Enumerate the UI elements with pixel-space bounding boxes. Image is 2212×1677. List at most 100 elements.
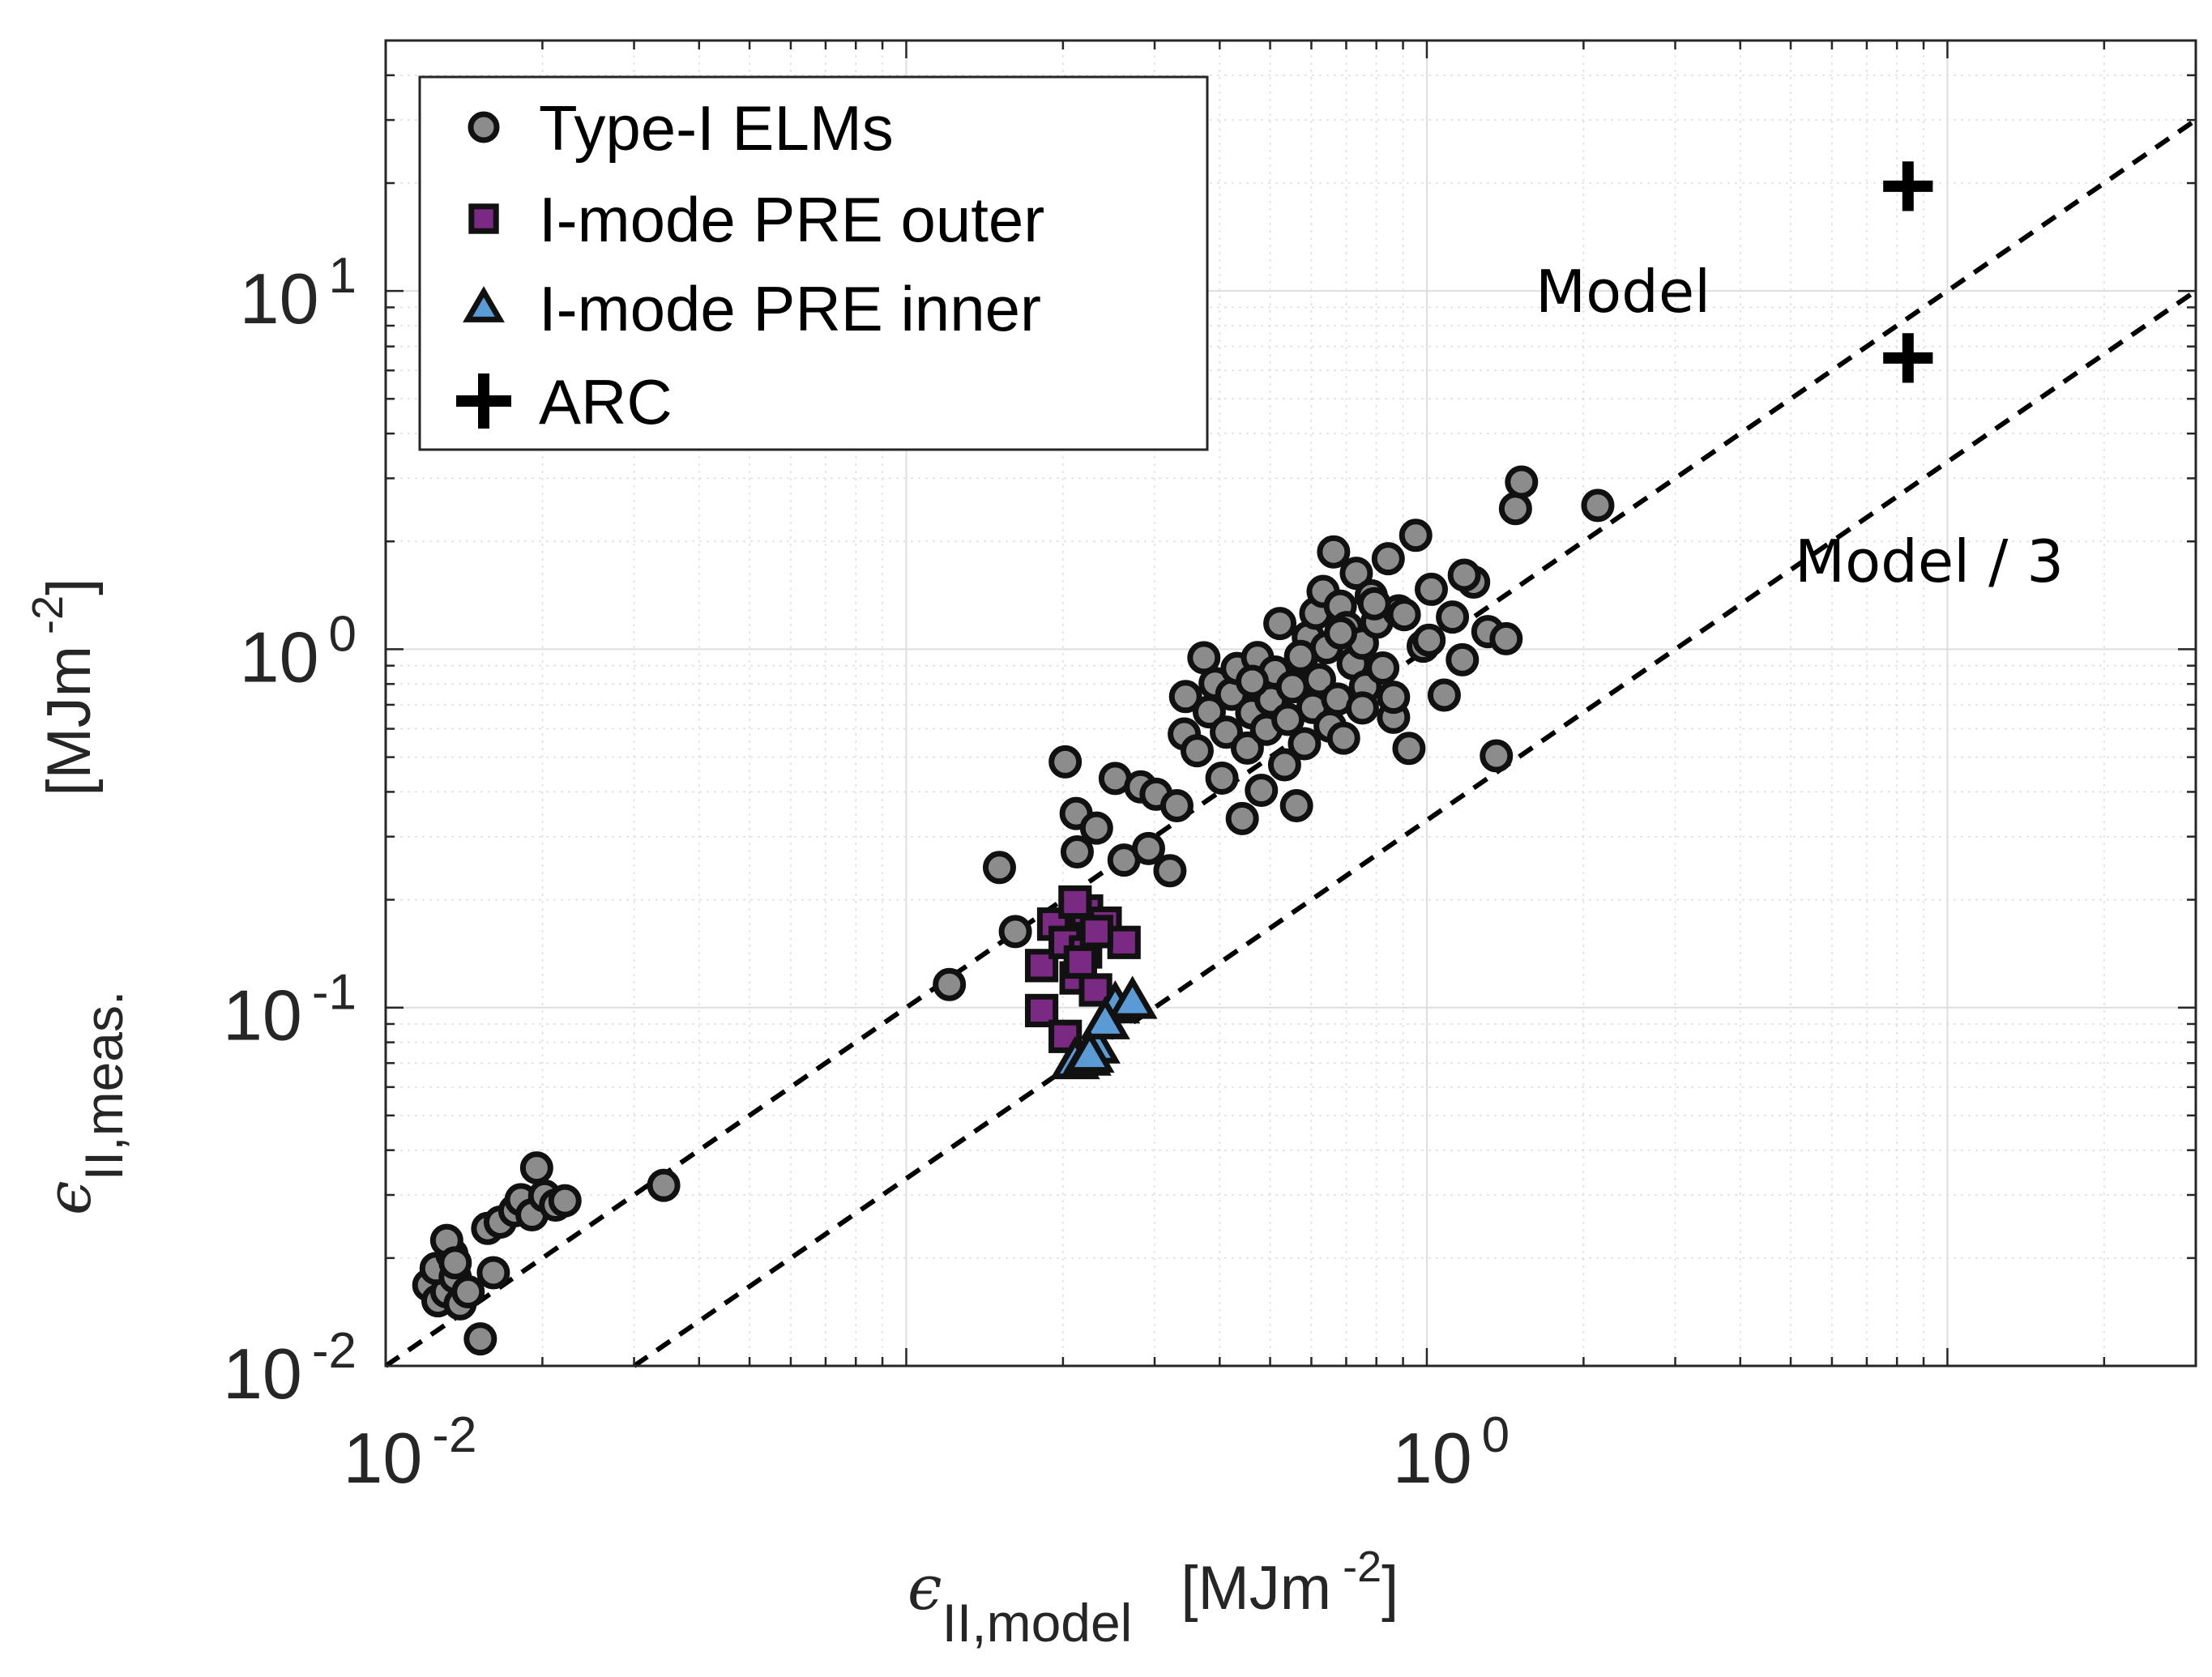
pre-outer-point (1058, 885, 1092, 920)
elm-point (1412, 623, 1446, 657)
pre-inner-point (1107, 975, 1158, 1019)
y-tick-label-exp: 0 (329, 606, 357, 662)
elm-point (438, 1246, 472, 1280)
x-axis-unit-exp: -2 (1343, 1543, 1382, 1591)
y-axis-title: ϵII,meas. [MJm -2] (23, 578, 134, 1215)
elm-point (1245, 774, 1279, 808)
x-axis-title: ϵII,model [MJm -2] (907, 1543, 1399, 1653)
legend-marker-square (468, 203, 499, 234)
x-tick-label-base: 10 (343, 1418, 422, 1498)
pre-inner-point (1080, 996, 1130, 1039)
elm-point (1205, 761, 1239, 795)
elm-point (1079, 811, 1113, 845)
axis-ticks (384, 39, 2197, 1368)
model-line (384, 117, 2197, 1368)
elm-point (1357, 587, 1391, 621)
y-tick-label-base: 10 (240, 258, 319, 339)
arc-point (1883, 333, 1933, 383)
y-tick-label-base: 10 (223, 975, 302, 1056)
elm-point (1480, 739, 1514, 773)
elm-point (1302, 663, 1336, 697)
legend-box (418, 75, 1209, 451)
y-tick-label-exp: -2 (312, 1323, 357, 1379)
tick-labels: 10 -2 10 010 -210 -110 010 1 (223, 248, 1510, 1498)
pre-outer-point (1079, 915, 1113, 949)
elm-point (1317, 535, 1351, 569)
elm-point (1581, 489, 1615, 523)
legend-label: ARC (539, 366, 673, 437)
elm-point (1436, 600, 1470, 634)
elm-point (1489, 621, 1523, 655)
y-axis-unit: [MJm (35, 645, 104, 796)
pre-outer-point (1024, 993, 1059, 1027)
elm-point (476, 1256, 510, 1290)
elm-point (1060, 835, 1094, 869)
x-axis-symbol: ϵ (907, 1551, 942, 1624)
y-axis-title-wrapper: ϵII,meas. [MJm -2] (23, 162, 134, 1215)
model-third-line-label: Model / 3 (1795, 527, 2064, 595)
elm-point (647, 1168, 681, 1202)
arc-point (1883, 161, 1933, 211)
legend-label: I-mode PRE outer (539, 184, 1044, 255)
elm-point (1153, 854, 1187, 888)
elm-point (1392, 732, 1426, 766)
elm-point (1326, 721, 1360, 755)
elm-point (1498, 492, 1532, 526)
reference-lines (384, 117, 2197, 1368)
elm-point (1159, 788, 1194, 822)
elm-point (1377, 681, 1411, 715)
legend-marker-plus (456, 373, 511, 429)
elm-point (1236, 664, 1270, 698)
elm-point (1324, 616, 1358, 650)
elm-point (1387, 598, 1421, 632)
x-tick-label-exp: -2 (432, 1407, 476, 1463)
elm-point (982, 851, 1016, 885)
y-tick-label: 10 -1 (223, 965, 357, 1056)
y-tick-label-base: 10 (223, 1333, 302, 1414)
x-tick-label: 10 -2 (343, 1407, 476, 1498)
elm-point (1263, 607, 1297, 641)
legend-label: Type-I ELMs (539, 92, 894, 164)
y-tick-label-base: 10 (240, 617, 319, 697)
elm-point (1048, 745, 1083, 779)
elm-point (1339, 557, 1373, 591)
data-points (412, 161, 1933, 1356)
elm-point (1267, 748, 1301, 782)
x-tick-label: 10 0 (1393, 1407, 1510, 1498)
elm-point (1225, 801, 1259, 835)
elm-point (1131, 831, 1165, 865)
elm-point (1180, 734, 1214, 768)
y-tick-label-exp: 1 (329, 248, 357, 304)
elm-point (548, 1184, 582, 1218)
elm-point (1427, 678, 1461, 712)
y-tick-label-exp: -1 (312, 965, 357, 1021)
elm-point (519, 1151, 553, 1185)
elm-point (1505, 465, 1539, 499)
elm-point (1366, 651, 1400, 685)
pre-outer-point (1107, 925, 1141, 959)
elm-point (1371, 542, 1405, 576)
elm-point (451, 1275, 485, 1309)
pre-outer-point (1063, 945, 1097, 979)
elm-point (1345, 691, 1379, 725)
x-axis-unit-close: ] (1381, 1554, 1399, 1623)
model-third-line (632, 288, 2197, 1368)
pre-inner-point (1064, 1029, 1115, 1073)
legend-marker-triangle (463, 286, 505, 322)
model-line-label: Model (1535, 258, 1710, 326)
legend-marker-circle (468, 111, 500, 143)
elm-point (1168, 680, 1202, 714)
y-axis-subscript: II,meas. (74, 990, 134, 1181)
elm-point (463, 1322, 497, 1356)
elm-point (1445, 642, 1480, 676)
elm-point (933, 967, 967, 1001)
y-tick-label: 10 -2 (223, 1323, 357, 1414)
y-axis-unit-close: ] (35, 578, 104, 595)
legend: Type-I ELMs I-mode PRE outer I-mode PRE in… (418, 75, 1209, 451)
y-tick-label: 10 1 (240, 248, 357, 339)
y-tick-label: 10 0 (240, 606, 357, 697)
elm-point (1447, 558, 1481, 592)
plot-frame (384, 39, 2197, 1368)
y-axis-unit-exp: -2 (23, 595, 72, 634)
